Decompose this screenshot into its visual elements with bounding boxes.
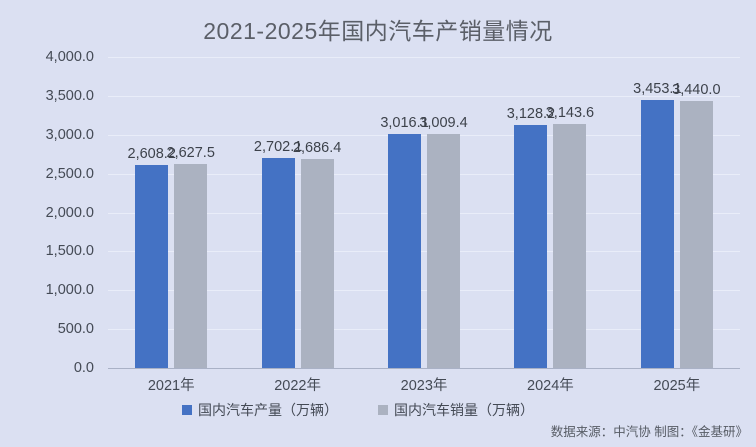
x-tick-label: 2023年 bbox=[400, 378, 448, 394]
production-bar: 3,016.1 bbox=[380, 115, 429, 368]
y-tick-label: 500.0 bbox=[57, 321, 94, 338]
production-bar-label: 2,608.2 bbox=[127, 146, 176, 163]
y-tick-label: 0.0 bbox=[73, 360, 94, 376]
x-tick-label: 2022年 bbox=[274, 378, 321, 394]
y-axis: 0.0 500.0 1,000.0 1,500.0 2,000.0 2,500.0 3,00… bbox=[0, 49, 100, 376]
legend: 国内汽车产量（万辆） 国内汽车销量（万辆） bbox=[0, 400, 716, 420]
gridline bbox=[108, 134, 740, 136]
production-bar: 2,702.1 bbox=[254, 139, 302, 368]
y-tick-label: 3,500.0 bbox=[45, 87, 94, 104]
gridline bbox=[108, 329, 740, 331]
sales-bar-label: 2,627.5 bbox=[166, 144, 215, 161]
sales-bar: 2,686.4 bbox=[293, 140, 341, 368]
production-bar: 3,453.1 bbox=[633, 81, 682, 368]
sales-bar-label: 3,440.0 bbox=[672, 81, 721, 98]
production-bar: 2,608.2 bbox=[128, 146, 176, 368]
x-tick-label: 2024年 bbox=[527, 378, 574, 394]
sales-bar: 3,009.4 bbox=[419, 115, 468, 368]
gridline bbox=[108, 57, 740, 58]
bar-group-2023年: 3,016.1 3,009.4 bbox=[361, 57, 487, 368]
y-tick-label: 1,500.0 bbox=[45, 243, 94, 260]
production-bar-label: 3,128.2 bbox=[506, 105, 556, 122]
y-tick-label: 2,500.0 bbox=[45, 165, 94, 182]
source-note: 数据来源：中汽协 制图：《金基研》 bbox=[550, 425, 748, 439]
sales-bar-label: 3,143.6 bbox=[545, 104, 595, 121]
bar-group-2021年: 2,608.2 2,627.5 bbox=[108, 57, 234, 368]
plot-area: 2,608.2 2,627.5 2,702.1 2,686.4 3,016.1 3,009… bbox=[108, 57, 740, 369]
chart-title: 2021-2025年国内汽车产销量情况 bbox=[203, 18, 553, 44]
bar-group-2022年: 2,702.1 2,686.4 bbox=[234, 57, 360, 368]
x-tick-label: 2021年 bbox=[147, 378, 195, 394]
y-tick-label: 4,000.0 bbox=[45, 49, 94, 65]
x-axis: 2021年 2022年 2023年 2024年 2025年 bbox=[108, 374, 740, 395]
legend-label: 国内汽车产量（万辆） bbox=[198, 402, 338, 418]
legend-item-production: 国内汽车产量（万辆） bbox=[182, 400, 338, 420]
legend-label: 国内汽车销量（万辆） bbox=[394, 402, 534, 418]
x-tick-label: 2025年 bbox=[653, 378, 701, 394]
gridline bbox=[108, 95, 740, 97]
production-bar-label: 2,702.1 bbox=[253, 138, 303, 155]
gridline bbox=[108, 173, 740, 175]
sales-bar-label: 2,686.4 bbox=[292, 140, 342, 157]
production-bar: 3,128.2 bbox=[507, 106, 555, 368]
legend-item-sales: 国内汽车销量（万辆） bbox=[378, 400, 534, 420]
bar-group-2024年: 3,128.2 3,143.6 bbox=[487, 57, 613, 368]
production-bar-label: 3,016.1 bbox=[380, 114, 429, 131]
gridline bbox=[108, 290, 740, 292]
bar-group-2025年: 3,453.1 3,440.0 bbox=[614, 57, 740, 368]
legend-swatch-icon bbox=[378, 405, 388, 415]
sales-bar: 2,627.5 bbox=[167, 145, 215, 368]
sales-bar: 3,440.0 bbox=[672, 82, 721, 368]
y-tick-label: 3,000.0 bbox=[45, 126, 94, 143]
gridline bbox=[108, 212, 740, 214]
bar-groups: 2,608.2 2,627.5 2,702.1 2,686.4 3,016.1 3,009… bbox=[108, 57, 740, 368]
sales-bar-label: 3,009.4 bbox=[419, 115, 468, 132]
legend-swatch-icon bbox=[182, 405, 192, 415]
y-tick-label: 2,000.0 bbox=[45, 204, 94, 221]
y-tick-label: 1,000.0 bbox=[45, 282, 94, 299]
gridline bbox=[108, 251, 740, 253]
sales-bar: 3,143.6 bbox=[546, 105, 594, 368]
production-bar-label: 3,453.1 bbox=[633, 80, 682, 97]
